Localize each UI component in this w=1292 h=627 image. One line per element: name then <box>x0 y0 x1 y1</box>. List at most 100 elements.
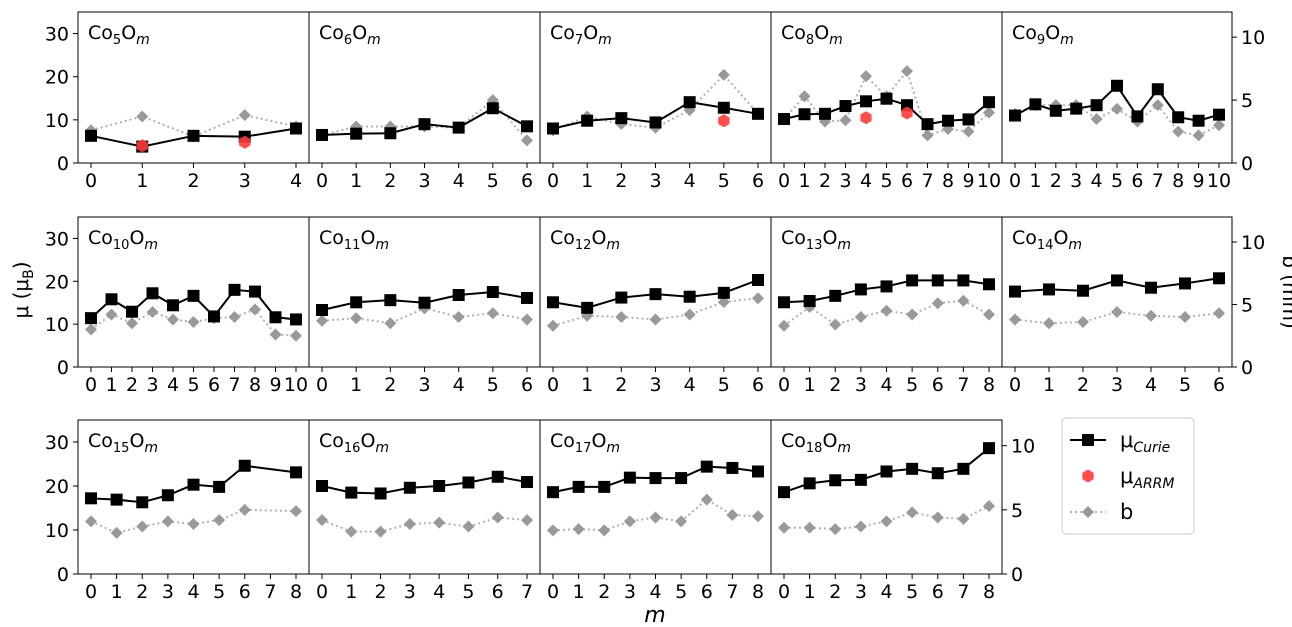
x-tick-label: 4 <box>684 374 696 396</box>
x-tick-label: 4 <box>880 374 892 396</box>
b-marker <box>238 503 251 516</box>
b-marker <box>547 319 559 332</box>
curie-marker <box>798 108 811 121</box>
curie-marker <box>942 114 954 127</box>
b-marker <box>316 314 328 327</box>
curie-marker <box>683 96 696 109</box>
x-tick-label: 0 <box>85 170 97 192</box>
b-marker <box>778 319 790 332</box>
x-tick-label: 0 <box>85 374 97 396</box>
title-subscript-m: m <box>367 32 381 48</box>
x-tick-label: 7 <box>264 581 276 603</box>
curie-marker <box>521 476 533 489</box>
curie-marker <box>649 472 662 485</box>
title-subscript-n: 10 <box>113 238 130 253</box>
x-tick-label: 7 <box>1152 170 1164 192</box>
x-tick-label: 3 <box>855 374 867 396</box>
curie-marker <box>208 310 220 323</box>
x-tick-label: 3 <box>404 581 416 603</box>
b-marker <box>860 70 872 83</box>
b-marker <box>778 521 790 534</box>
b-marker <box>1179 311 1191 323</box>
b-marker <box>880 304 893 317</box>
x-tick-label: 0 <box>547 374 559 396</box>
b-marker <box>228 311 241 323</box>
curie-marker <box>1029 98 1042 111</box>
b-marker <box>615 311 628 323</box>
b-marker <box>85 515 97 528</box>
subplot-title: Co11Om <box>319 227 389 253</box>
curie-marker <box>717 101 730 114</box>
b-marker <box>187 517 200 530</box>
x-tick-label: 6 <box>492 581 504 603</box>
title-subscript-m: m <box>837 440 851 456</box>
curie-marker <box>486 102 499 115</box>
b-marker <box>110 526 123 539</box>
x-tick-label: 1 <box>136 170 148 192</box>
title-subscript-m: m <box>829 32 843 48</box>
b-marker <box>249 303 261 316</box>
curie-marker <box>854 473 867 486</box>
x-tick-label: 2 <box>1050 170 1062 192</box>
b-marker <box>462 520 475 533</box>
curie-marker <box>752 465 764 478</box>
b-marker <box>957 512 970 525</box>
b-marker <box>384 317 397 330</box>
b-marker <box>1151 99 1164 112</box>
b-marker <box>433 516 446 529</box>
x-tick-label: 0 <box>316 170 328 192</box>
y-axis-label-subscript: B <box>21 269 37 279</box>
x-tick-label: 4 <box>433 581 445 603</box>
x-tick-label: 6 <box>752 374 764 396</box>
b-marker <box>649 511 662 524</box>
title-subscript-m: m <box>606 440 620 456</box>
title-subscript-n: 8 <box>806 33 814 48</box>
x-tick-label: 5 <box>213 581 225 603</box>
title-subscript-n: 16 <box>344 441 361 456</box>
title-subscript-n: 7 <box>575 33 583 48</box>
curie-marker <box>778 486 790 499</box>
x-tick-label: 9 <box>269 374 281 396</box>
x-tick-label: 1 <box>350 170 362 192</box>
b-marker <box>1043 317 1055 330</box>
curie-marker <box>126 305 138 318</box>
b-marker <box>803 521 816 534</box>
y-tick-label: 20 <box>45 67 69 89</box>
x-tick-label: 8 <box>983 374 995 396</box>
title-element: O <box>583 22 598 44</box>
curie-marker <box>85 312 97 325</box>
subplot-co17: 0 1 2 3 4 5 6 7 8 Co17Om <box>539 419 772 603</box>
x-tick-label: 0 <box>778 374 790 396</box>
curie-marker <box>316 128 328 141</box>
y2-tick-label: 10 <box>1241 232 1265 254</box>
legend-curie-marker <box>1082 434 1094 446</box>
x-tick-label: 5 <box>187 374 199 396</box>
b-marker <box>717 296 730 308</box>
curie-marker <box>983 278 995 291</box>
x-tick-label: 0 <box>778 170 790 192</box>
legend-label: μCurie <box>1120 428 1170 456</box>
x-tick-label: 10 <box>1207 170 1231 192</box>
legend-label-text: b <box>1120 500 1133 524</box>
curie-marker <box>228 283 241 296</box>
curie-marker <box>649 116 662 129</box>
curie-marker <box>1192 114 1205 127</box>
title-element: O <box>591 227 606 249</box>
curie-marker <box>433 480 446 492</box>
b-marker <box>126 317 138 330</box>
x-tick-label: 4 <box>453 374 465 396</box>
x-tick-label: 9 <box>962 170 974 192</box>
legend-b-marker <box>1082 506 1094 518</box>
arrm-marker <box>136 139 148 153</box>
y2-tick-label: 5 <box>1241 90 1253 112</box>
title-subscript-m: m <box>1060 32 1074 48</box>
b-marker <box>598 524 611 537</box>
subplot-title: Co16Om <box>319 430 389 456</box>
title-element: O <box>1045 22 1060 44</box>
x-tick-label: 6 <box>932 374 944 396</box>
b-marker <box>1111 306 1123 318</box>
x-tick-label: 0 <box>547 581 559 603</box>
